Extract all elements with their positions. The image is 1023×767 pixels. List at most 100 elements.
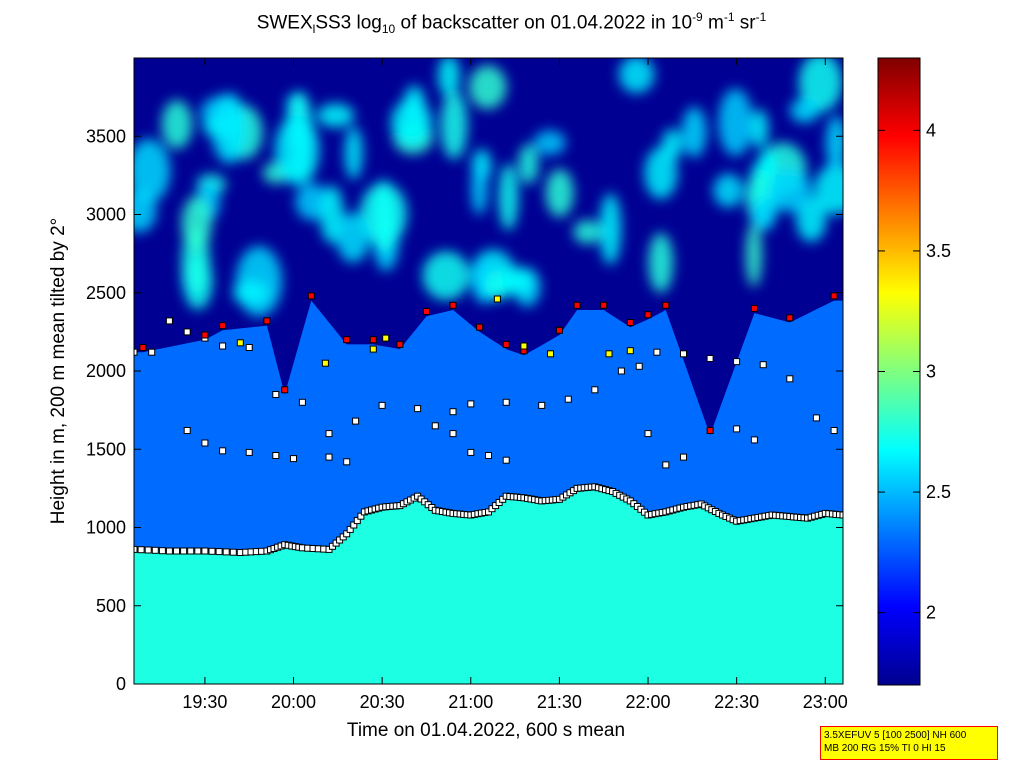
cloud-marker — [137, 546, 145, 554]
cloud-marker — [414, 405, 422, 413]
x-tick-label: 23:00 — [803, 692, 848, 712]
cloud-marker — [158, 547, 166, 555]
cloud-patch — [317, 103, 355, 128]
cloud-patch — [681, 106, 707, 158]
cloud-marker — [520, 342, 528, 350]
cloud-patch — [468, 65, 507, 109]
y-tick-label: 3000 — [86, 205, 126, 225]
cloud-marker — [134, 348, 138, 356]
y-axis-label: Height in m, 200 m mean tilted by 2° — [48, 218, 69, 524]
cloud-marker — [662, 301, 670, 309]
cloud-patch — [403, 85, 426, 124]
cloud-marker — [219, 322, 227, 330]
cloud-marker — [215, 548, 223, 556]
cloud-patch — [718, 88, 753, 157]
upper-cloud-patches — [134, 58, 843, 317]
cloud-marker — [272, 391, 280, 398]
cloud-marker — [449, 430, 457, 438]
cloud-marker — [325, 430, 333, 438]
cloud-patch — [545, 168, 574, 218]
y-tick-label: 500 — [96, 596, 126, 616]
cloud-patch — [644, 147, 678, 199]
cloud-patch — [713, 173, 744, 208]
cloud-marker — [307, 292, 315, 300]
cloud-marker — [423, 308, 430, 315]
cloud-patch — [359, 182, 408, 246]
x-tick-label: 20:30 — [360, 692, 405, 712]
y-tick-label: 0 — [116, 674, 126, 694]
cloud-patch — [336, 212, 370, 263]
cloud-marker — [352, 417, 360, 425]
cloud-marker — [644, 311, 652, 319]
cloud-marker — [547, 350, 554, 358]
cloud-marker — [346, 525, 354, 533]
cloud-patch — [134, 138, 171, 203]
cloud-patch — [274, 115, 320, 185]
cloud-patch — [648, 232, 674, 293]
cloud-layer-layer-5 — [236, 295, 634, 367]
cloud-marker — [369, 345, 377, 353]
cloud-patch — [745, 222, 762, 287]
y-tick-label: 2000 — [86, 361, 126, 381]
cloud-marker — [183, 328, 191, 336]
cloud-marker — [786, 375, 794, 383]
y-tick-label: 1500 — [86, 439, 126, 459]
cloud-patch — [618, 58, 655, 94]
cloud-patch — [573, 219, 601, 244]
cloud-marker — [369, 336, 377, 344]
cloud-patch — [320, 185, 344, 244]
cloud-marker — [706, 427, 714, 434]
cloud-marker — [617, 367, 625, 375]
cloud-marker — [733, 425, 741, 433]
cloud-patch — [422, 251, 470, 301]
boundary-layer-region — [134, 486, 843, 684]
cloud-marker — [733, 358, 741, 366]
cloud-patch — [471, 162, 488, 215]
x-tick-label: 21:30 — [537, 692, 582, 712]
cloud-marker — [600, 301, 608, 309]
cloud-marker — [343, 458, 351, 466]
cloud-marker — [208, 547, 216, 555]
cloud-layer-layer-1 — [134, 483, 843, 556]
y-tick-label: 1000 — [86, 518, 126, 538]
cloud-marker — [148, 348, 156, 356]
colorbar-tick-label: 4 — [926, 120, 936, 140]
cloud-marker — [165, 547, 173, 555]
cloud-patch — [790, 98, 820, 123]
colorbar-tick-label: 3.5 — [926, 241, 951, 261]
cloud-marker — [298, 398, 306, 406]
cloud-marker — [626, 319, 634, 326]
cloud-marker — [626, 347, 634, 355]
cloud-marker — [343, 336, 351, 344]
cloud-marker — [449, 408, 457, 416]
cloud-marker — [321, 359, 329, 367]
cloud-marker — [449, 301, 457, 309]
cloud-patch — [232, 280, 269, 305]
cloud-marker — [485, 452, 492, 459]
cloud-patch — [437, 58, 460, 97]
y-tick-label: 2500 — [86, 283, 126, 303]
cloud-marker — [653, 348, 661, 356]
cloud-marker — [183, 427, 191, 434]
x-tick-label: 21:00 — [448, 692, 493, 712]
cloud-layer-layer-4 — [139, 292, 838, 434]
cloud-marker — [502, 398, 510, 406]
x-tick-label: 20:00 — [271, 692, 316, 712]
cloud-marker — [272, 452, 280, 459]
chart-title: SWEXlSS3 log10 of backscatter on 01.04.2… — [256, 10, 767, 37]
cloud-marker — [467, 448, 475, 456]
info-line-1: 3.5XEFUV 5 [100 2500] NH 600 — [824, 730, 967, 741]
cloud-marker — [201, 331, 209, 339]
cloud-patch — [814, 163, 843, 215]
colorbar-tick-label: 2 — [926, 603, 936, 623]
cloud-marker — [502, 456, 510, 464]
cloud-patch — [161, 100, 193, 149]
cloud-marker — [236, 339, 244, 347]
cloud-patch — [758, 149, 778, 179]
cloud-marker — [325, 453, 333, 461]
cloud-marker — [538, 401, 546, 409]
cloud-marker — [591, 386, 599, 394]
cloud-patch — [751, 198, 776, 231]
cloud-marker — [245, 344, 253, 351]
cloud-marker — [502, 340, 510, 348]
